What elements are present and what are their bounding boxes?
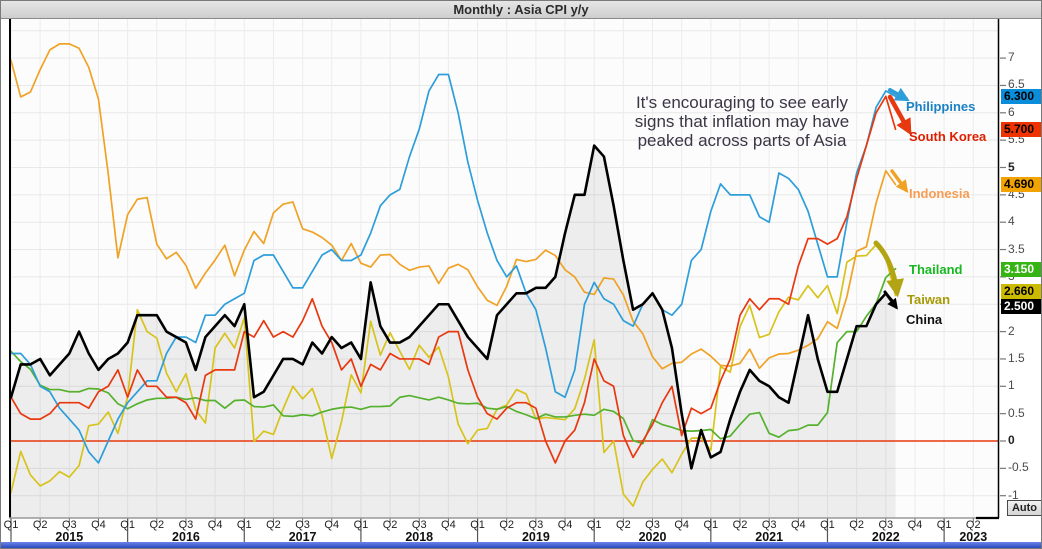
x-axis-quarter-label: Q3 [295,519,310,531]
x-axis-quarter-label: Q1 [120,519,135,531]
x-axis-year-label: 2015 [55,530,84,544]
x-axis-quarter-label: Q3 [761,519,777,531]
annotation-line: peaked across parts of Asia [637,131,847,150]
y-tick-label: -1 [1008,487,1019,502]
annotation-line: signs that inflation may have [634,112,850,131]
y-tick-label: 6 [1008,104,1015,119]
series-line-taiwan [10,243,897,507]
y-tick-label: 1.5 [1008,350,1025,365]
series-label-indonesia: Indonesia [909,186,970,201]
last-value-badge-south-korea: 5.700 [1001,122,1041,137]
x-axis-year-label: 2020 [638,530,667,544]
x-axis-quarter-label: Q4 [324,519,340,531]
x-axis-quarter-label: Q1 [820,519,835,531]
x-axis-year-label: 2022 [871,530,900,544]
x-axis-year-label: 2016 [172,530,200,544]
x-axis-quarter-label: Q2 [266,519,281,531]
x-axis-quarter-label: Q1 [3,519,19,531]
annotation-text: It's encouraging to see early signs that… [602,93,882,150]
x-axis-year-label: 2023 [959,530,988,544]
x-axis-quarter-label: Q2 [616,519,631,531]
x-axis-quarter-label: Q3 [878,519,894,531]
series-label-south-korea: South Korea [909,129,987,144]
title-bar: Monthly : Asia CPI y/y [1,1,1041,19]
y-tick-label: 7 [1008,50,1015,65]
x-axis-quarter-label: Q1 [470,519,485,531]
y-tick-label: 1 [1008,378,1015,393]
x-axis-year-label: 2018 [405,530,434,544]
x-axis-quarter-label: Q1 [936,519,952,531]
y-tick-label: 0.5 [1008,405,1025,420]
x-axis-year-label: 2017 [288,530,317,544]
y-tick-label: 4 [1008,214,1015,229]
chart-title: Monthly : Asia CPI y/y [453,2,589,17]
last-value-badge-china: 2.500 [1001,299,1041,314]
series-line-south-korea [10,95,897,464]
x-axis-quarter-label: Q3 [528,519,544,531]
x-axis-quarter-label: Q2 [732,519,748,531]
series-label-thailand: Thailand [909,262,963,277]
x-axis-year-label: 2019 [521,530,550,544]
x-axis-quarter-label: Q3 [61,519,77,531]
x-axis-quarter-label: Q2 [965,519,981,531]
x-axis-quarter-label: Q4 [557,519,573,531]
y-tick-label: 0 [1008,433,1015,447]
x-axis-quarter-label: Q4 [674,519,690,531]
x-axis-quarter-label: Q4 [207,519,223,531]
x-axis-year-label: 2021 [755,530,784,544]
x-axis-quarter-label: Q4 [91,519,106,531]
window-bottom-edge [1,542,1041,548]
series-line-thailand [10,267,897,445]
series-line-philippines [10,73,897,464]
trend-arrow-south-korea-icon [887,94,912,136]
series-line-china [9,144,897,470]
y-tick-label: -0.5 [1008,460,1029,475]
x-axis-quarter-label: Q2 [149,519,165,531]
annotation-line: It's encouraging to see early [635,93,849,112]
trend-arrow-philippines-icon [888,87,910,102]
x-axis-quarter-label: Q3 [411,519,427,531]
x-axis-quarter-label: Q2 [849,519,864,531]
last-value-badge-taiwan: 2.660 [1001,284,1041,299]
x-axis-quarter-label: Q4 [790,519,806,531]
y-tick-label: 6.5 [1008,77,1025,92]
x-axis-quarter-label: Q2 [32,519,48,531]
trend-arrow-taiwan-icon [873,240,905,298]
trend-arrow-indonesia-icon [890,169,909,194]
x-axis-quarter-label: Q1 [703,519,719,531]
y-tick-label: 3.5 [1008,241,1025,256]
series-label-philippines: Philippines [906,99,976,114]
x-axis-quarter-label: Q1 [236,519,252,531]
x-axis-quarter-label: Q1 [586,519,602,531]
x-axis-quarter-label: Q1 [353,519,369,531]
x-axis-quarter-label: Q4 [907,519,923,531]
x-axis-quarter-label: Q2 [382,519,398,531]
series-label-china: China [906,312,943,327]
trend-arrow-china-icon [883,290,898,310]
x-axis-quarter-label: Q3 [178,519,194,531]
y-tick-label: 5 [1008,159,1015,174]
last-value-badge-thailand: 3.150 [1001,262,1041,277]
last-value-badge-philippines: 6.300 [1001,89,1041,104]
plot-background [9,19,998,518]
x-axis-quarter-label: Q2 [499,519,515,531]
y-tick-label: 2 [1008,323,1015,338]
series-label-taiwan: Taiwan [907,292,951,307]
last-value-badge-indonesia: 4.690 [1001,177,1041,192]
x-axis-quarter-label: Q4 [441,519,456,531]
x-axis-quarter-label: Q3 [645,519,660,531]
series-line-indonesia [10,43,897,370]
auto-button[interactable]: Auto [1007,500,1041,516]
